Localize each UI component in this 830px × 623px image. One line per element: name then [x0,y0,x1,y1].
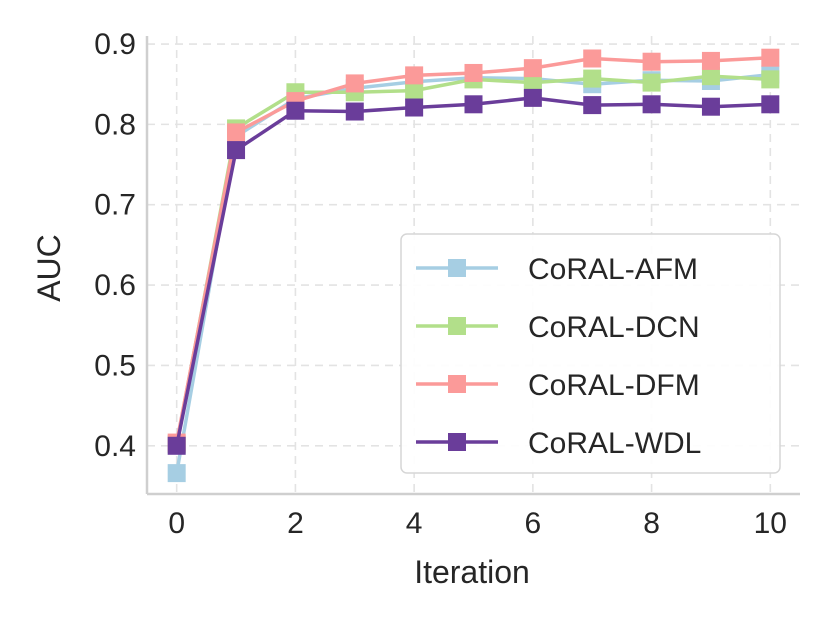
data-point-coral-wdl [464,95,483,114]
y-tick-label: 0.6 [94,269,136,302]
data-point-coral-dfm [227,123,246,142]
data-point-coral-wdl [286,101,305,120]
series-group [167,48,780,483]
legend-marker [448,433,466,451]
y-tick-label: 0.7 [94,189,136,222]
data-point-coral-wdl [701,97,720,116]
data-point-coral-wdl [523,88,542,107]
x-tick-label: 2 [287,507,304,540]
legend-box [400,233,781,474]
data-point-coral-dfm [405,66,424,85]
data-point-coral-dcn [583,69,602,88]
data-point-coral-dfm [345,74,364,93]
tick-labels: 0 2 4 6 8 10 0.4 0.5 0.6 0.7 0.8 0.9 [94,28,787,540]
legend-marker [448,259,466,277]
legend-marker [448,375,466,393]
legend-label: CoRAL-WDL [528,427,701,460]
data-point-coral-wdl [345,102,364,121]
y-tick-label: 0.9 [94,28,136,61]
data-point-coral-dfm [642,52,661,71]
data-point-coral-dcn [701,67,720,86]
data-point-coral-dfm [523,59,542,78]
data-point-coral-dfm [761,48,780,67]
legend-item-coral-dcn: CoRAL-DCN [416,311,700,344]
data-point-coral-dcn [761,70,780,89]
data-point-coral-afm [167,464,186,483]
x-axis-title: Iteration [414,554,530,590]
x-tick-label: 8 [643,507,660,540]
y-axis-title: AUC [31,234,67,302]
data-point-coral-dcn [523,73,542,92]
y-tick-label: 0.5 [94,349,136,382]
legend-item-coral-wdl: CoRAL-WDL [416,427,701,460]
x-tick-label: 10 [754,507,787,540]
legend-item-coral-afm: CoRAL-AFM [416,253,698,286]
data-point-coral-wdl [761,95,780,114]
legend-label: CoRAL-DCN [528,311,700,344]
data-point-coral-dcn [642,73,661,92]
axes [145,36,800,496]
legend-item-coral-dfm: CoRAL-DFM [416,369,700,402]
x-tick-label: 4 [406,507,423,540]
data-point-coral-dcn [405,81,424,100]
data-point-coral-dfm [701,51,720,70]
y-tick-label: 0.4 [94,430,136,463]
data-point-coral-wdl [642,95,661,114]
x-tick-label: 6 [525,507,542,540]
y-tick-label: 0.8 [94,108,136,141]
data-point-coral-wdl [227,141,246,160]
legend-label: CoRAL-AFM [528,253,698,286]
data-point-coral-dfm [583,49,602,68]
legend-label: CoRAL-DFM [528,369,700,402]
data-point-coral-wdl [405,98,424,117]
x-tick-label: 0 [168,507,185,540]
legend: CoRAL-AFM CoRAL-DCN CoRAL-DFM CoRAL-WDL [400,233,781,474]
series-coral-wdl [167,88,780,455]
legend-marker [448,317,466,335]
data-point-coral-wdl [583,96,602,115]
data-point-coral-wdl [167,436,186,455]
data-point-coral-dfm [464,63,483,82]
